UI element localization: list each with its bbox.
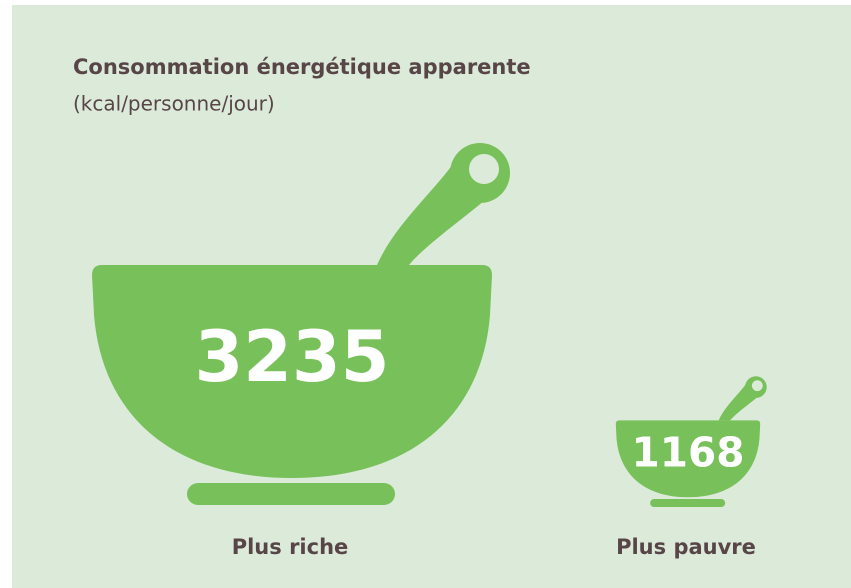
bowl-handle-hole <box>469 154 499 184</box>
bowl-handle-hole <box>751 380 763 392</box>
chart-subtitle: (kcal/personne/jour) <box>73 92 275 116</box>
bowl-base <box>187 483 395 505</box>
bowl-body <box>615 420 761 498</box>
chart-title: Consommation énergétique apparente <box>73 55 531 79</box>
bowl-base <box>650 499 726 507</box>
category-label: Plus pauvre <box>616 535 756 559</box>
bowl <box>92 143 510 505</box>
bowl-body <box>92 265 492 478</box>
value-label: 1168 <box>632 428 745 476</box>
bowl <box>615 376 767 507</box>
category-label: Plus riche <box>232 535 349 559</box>
value-label: 3235 <box>195 316 390 398</box>
